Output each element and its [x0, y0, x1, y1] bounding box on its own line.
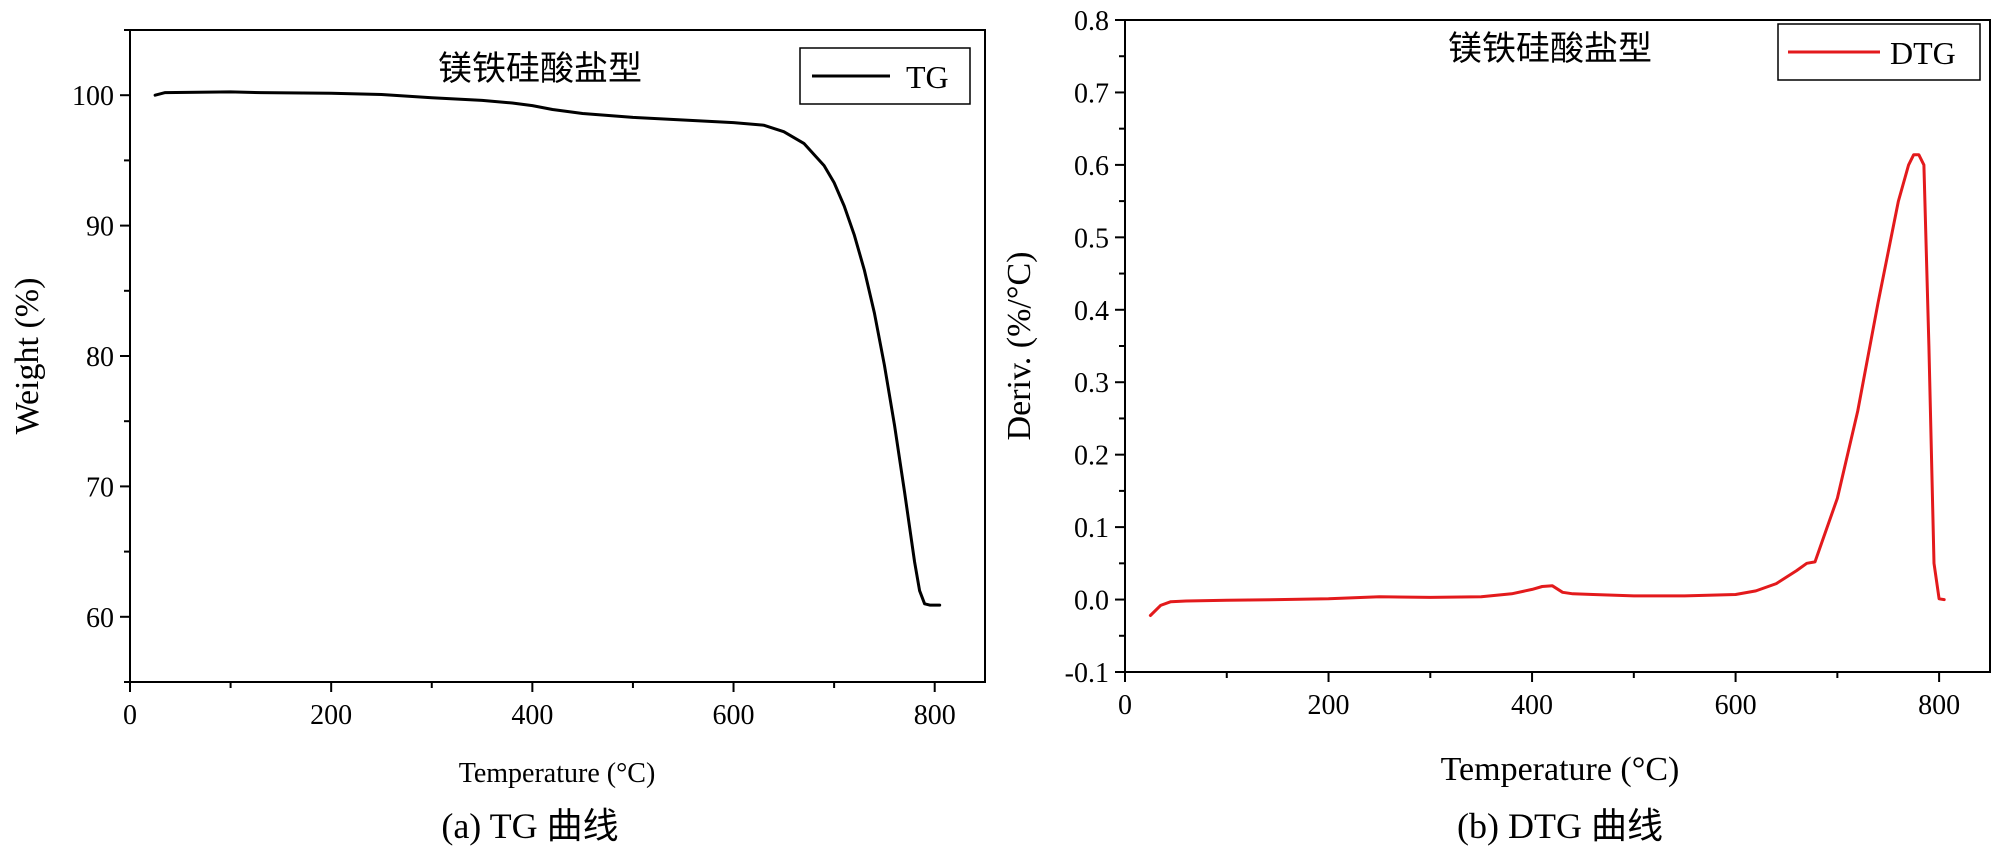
tg-y-tick-label: 80	[86, 342, 114, 373]
dtg-x-tick-label: 800	[1918, 690, 1960, 721]
tg-x-tick-label: 600	[713, 700, 755, 731]
tg-chart-panel: 0 200 400 600 800 60 70 80 90 100 镁铁硅酸盐型 TG Weigh…	[9, 29, 986, 846]
tg-series-group	[153, 90, 942, 607]
dtg-caption: (b) DTG 曲线	[1457, 806, 1663, 846]
tg-tick-group: 0 200 400 600 800 60 70 80 90 100	[72, 29, 956, 731]
dtg-y-tick-label: 0.4	[1074, 296, 1109, 327]
dtg-legend-label: DTG	[1890, 35, 1956, 71]
dtg-y-tick-label: 0.5	[1074, 223, 1109, 254]
tg-caption: (a) TG 曲线	[441, 806, 618, 846]
tg-y-axis-title: Weight (%)	[9, 278, 46, 435]
dtg-y-tick-label: 0.6	[1074, 151, 1109, 182]
dtg-x-tick-label: 200	[1308, 690, 1350, 721]
tg-legend: TG	[799, 47, 971, 105]
dtg-y-tick-label: 0.3	[1074, 368, 1109, 399]
tg-legend-label: TG	[906, 59, 949, 95]
dtg-series-group	[1148, 153, 1946, 617]
tg-plot-frame	[129, 29, 986, 683]
dtg-y-tick-label: 0.7	[1074, 78, 1109, 109]
dtg-annotation: 镁铁硅酸盐型	[1448, 30, 1652, 68]
dtg-y-tick-label: 0.2	[1074, 441, 1109, 472]
tg-y-tick-label: 90	[86, 212, 114, 243]
tg-x-tick-label: 400	[511, 700, 553, 731]
tg-x-tick-label: 200	[310, 700, 352, 731]
dtg-y-axis-title: Deriv. (%/°C)	[1001, 252, 1038, 441]
tg-x-tick-label: 800	[914, 700, 956, 731]
tg-x-axis-title: Temperature (°C)	[459, 758, 656, 789]
dtg-x-axis-title: Temperature (°C)	[1441, 751, 1680, 788]
tg-y-tick-label: 60	[86, 603, 114, 634]
dtg-plot-frame	[1124, 19, 1991, 673]
dtg-chart-panel: 0 200 400 600 800 -0.1 0.0 0.1 0.2 0.3 0.4 0.5 0.6 0.…	[1001, 6, 1991, 846]
dtg-y-tick-label: 0.1	[1074, 513, 1109, 544]
dtg-x-tick-label: 600	[1715, 690, 1757, 721]
dtg-y-tick-label: -0.1	[1065, 658, 1109, 689]
dtg-x-tick-label: 400	[1511, 690, 1553, 721]
dtg-tick-group: 0 200 400 600 800 -0.1 0.0 0.1 0.2 0.3 0.4 0.5 0.6 0.…	[1065, 6, 1960, 721]
dtg-legend: DTG	[1777, 23, 1981, 81]
dtg-series-line	[1148, 153, 1946, 617]
tg-y-tick-label: 100	[72, 81, 114, 112]
dtg-y-tick-label: 0.8	[1074, 6, 1109, 37]
tg-x-tick-label: 0	[123, 700, 137, 731]
tg-annotation: 镁铁硅酸盐型	[438, 50, 642, 88]
dtg-y-tick-label: 0.0	[1074, 586, 1109, 617]
dtg-x-tick-label: 0	[1118, 690, 1132, 721]
tg-y-tick-label: 70	[86, 472, 114, 503]
tg-series-line	[153, 90, 942, 607]
